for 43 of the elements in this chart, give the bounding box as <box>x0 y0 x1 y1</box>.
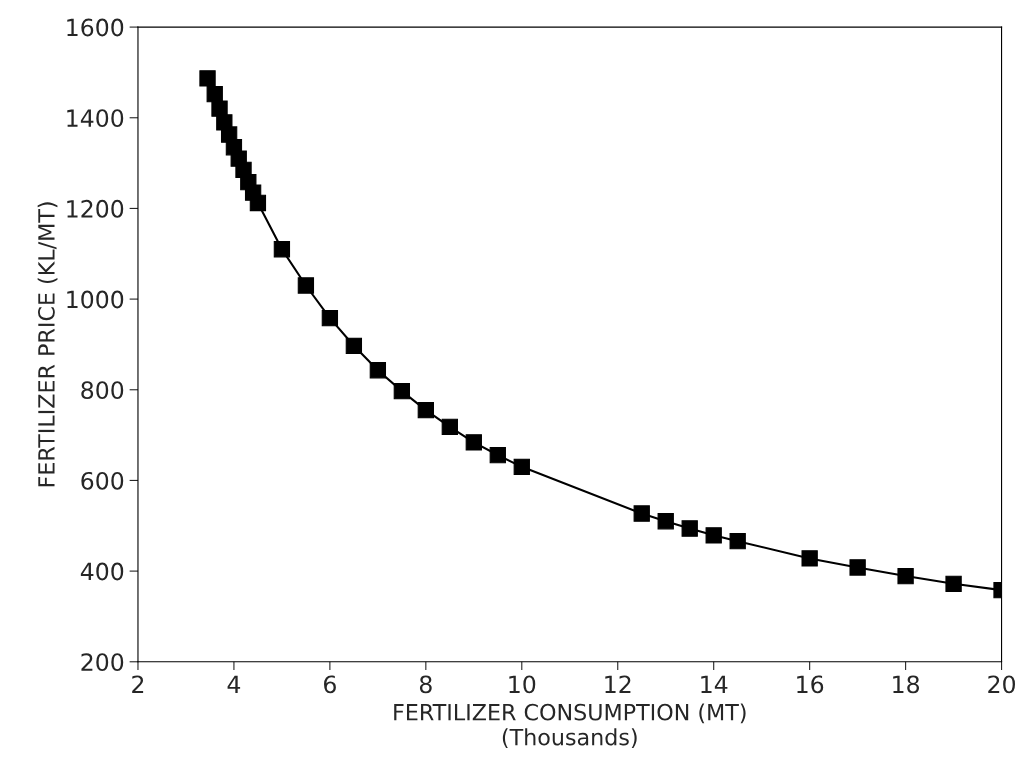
point <box>657 513 674 530</box>
point <box>369 362 387 379</box>
x-tick-label: 14 <box>701 675 728 693</box>
x-tick-label: 18 <box>893 675 920 694</box>
point <box>297 277 315 294</box>
point <box>633 505 650 522</box>
point <box>441 418 458 436</box>
point <box>345 337 363 354</box>
x-tick-label: 10 <box>509 675 536 694</box>
point <box>273 241 291 258</box>
point <box>199 70 216 87</box>
x-tick-label: 16 <box>797 675 824 694</box>
y-tick-label: 1000 <box>67 290 124 309</box>
y-tick-label: 1200 <box>67 199 124 218</box>
point <box>206 86 223 103</box>
y-tick-label: 800 <box>81 381 124 400</box>
x-tick-label: 20 <box>988 675 1016 694</box>
y-tick-label: 1600 <box>67 18 124 37</box>
y-tick-label: 400 <box>80 562 124 581</box>
point <box>897 567 914 585</box>
point <box>489 446 506 464</box>
y-tick-label: 200 <box>81 653 124 672</box>
x-tick-label: 8 <box>419 675 432 694</box>
point <box>321 309 339 327</box>
y-axis-title: FERTILIZER PRICE (KL/MT) <box>37 202 58 487</box>
y-tick-label: 1400 <box>67 109 124 128</box>
x-tick-label: 12 <box>605 675 631 693</box>
x-tick-label: 2 <box>132 675 144 693</box>
point <box>849 559 866 576</box>
x-tick-label: 4 <box>227 675 241 693</box>
point <box>513 458 530 475</box>
point <box>393 382 410 400</box>
point <box>945 575 962 592</box>
point <box>705 527 722 544</box>
point <box>465 434 482 451</box>
point <box>417 402 434 419</box>
point <box>681 520 698 537</box>
point <box>249 194 267 212</box>
x-tick-label: 6 <box>324 675 336 694</box>
point <box>729 533 746 550</box>
x-axis-title: FERTILIZER CONSUMPTION (MT) (Thousands) <box>394 703 746 749</box>
y-tick-label: 600 <box>81 471 124 490</box>
point <box>801 550 818 567</box>
